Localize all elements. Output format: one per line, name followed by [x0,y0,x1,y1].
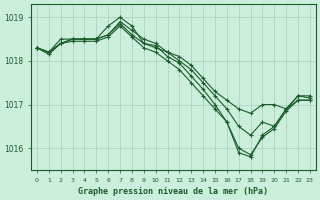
X-axis label: Graphe pression niveau de la mer (hPa): Graphe pression niveau de la mer (hPa) [78,187,268,196]
